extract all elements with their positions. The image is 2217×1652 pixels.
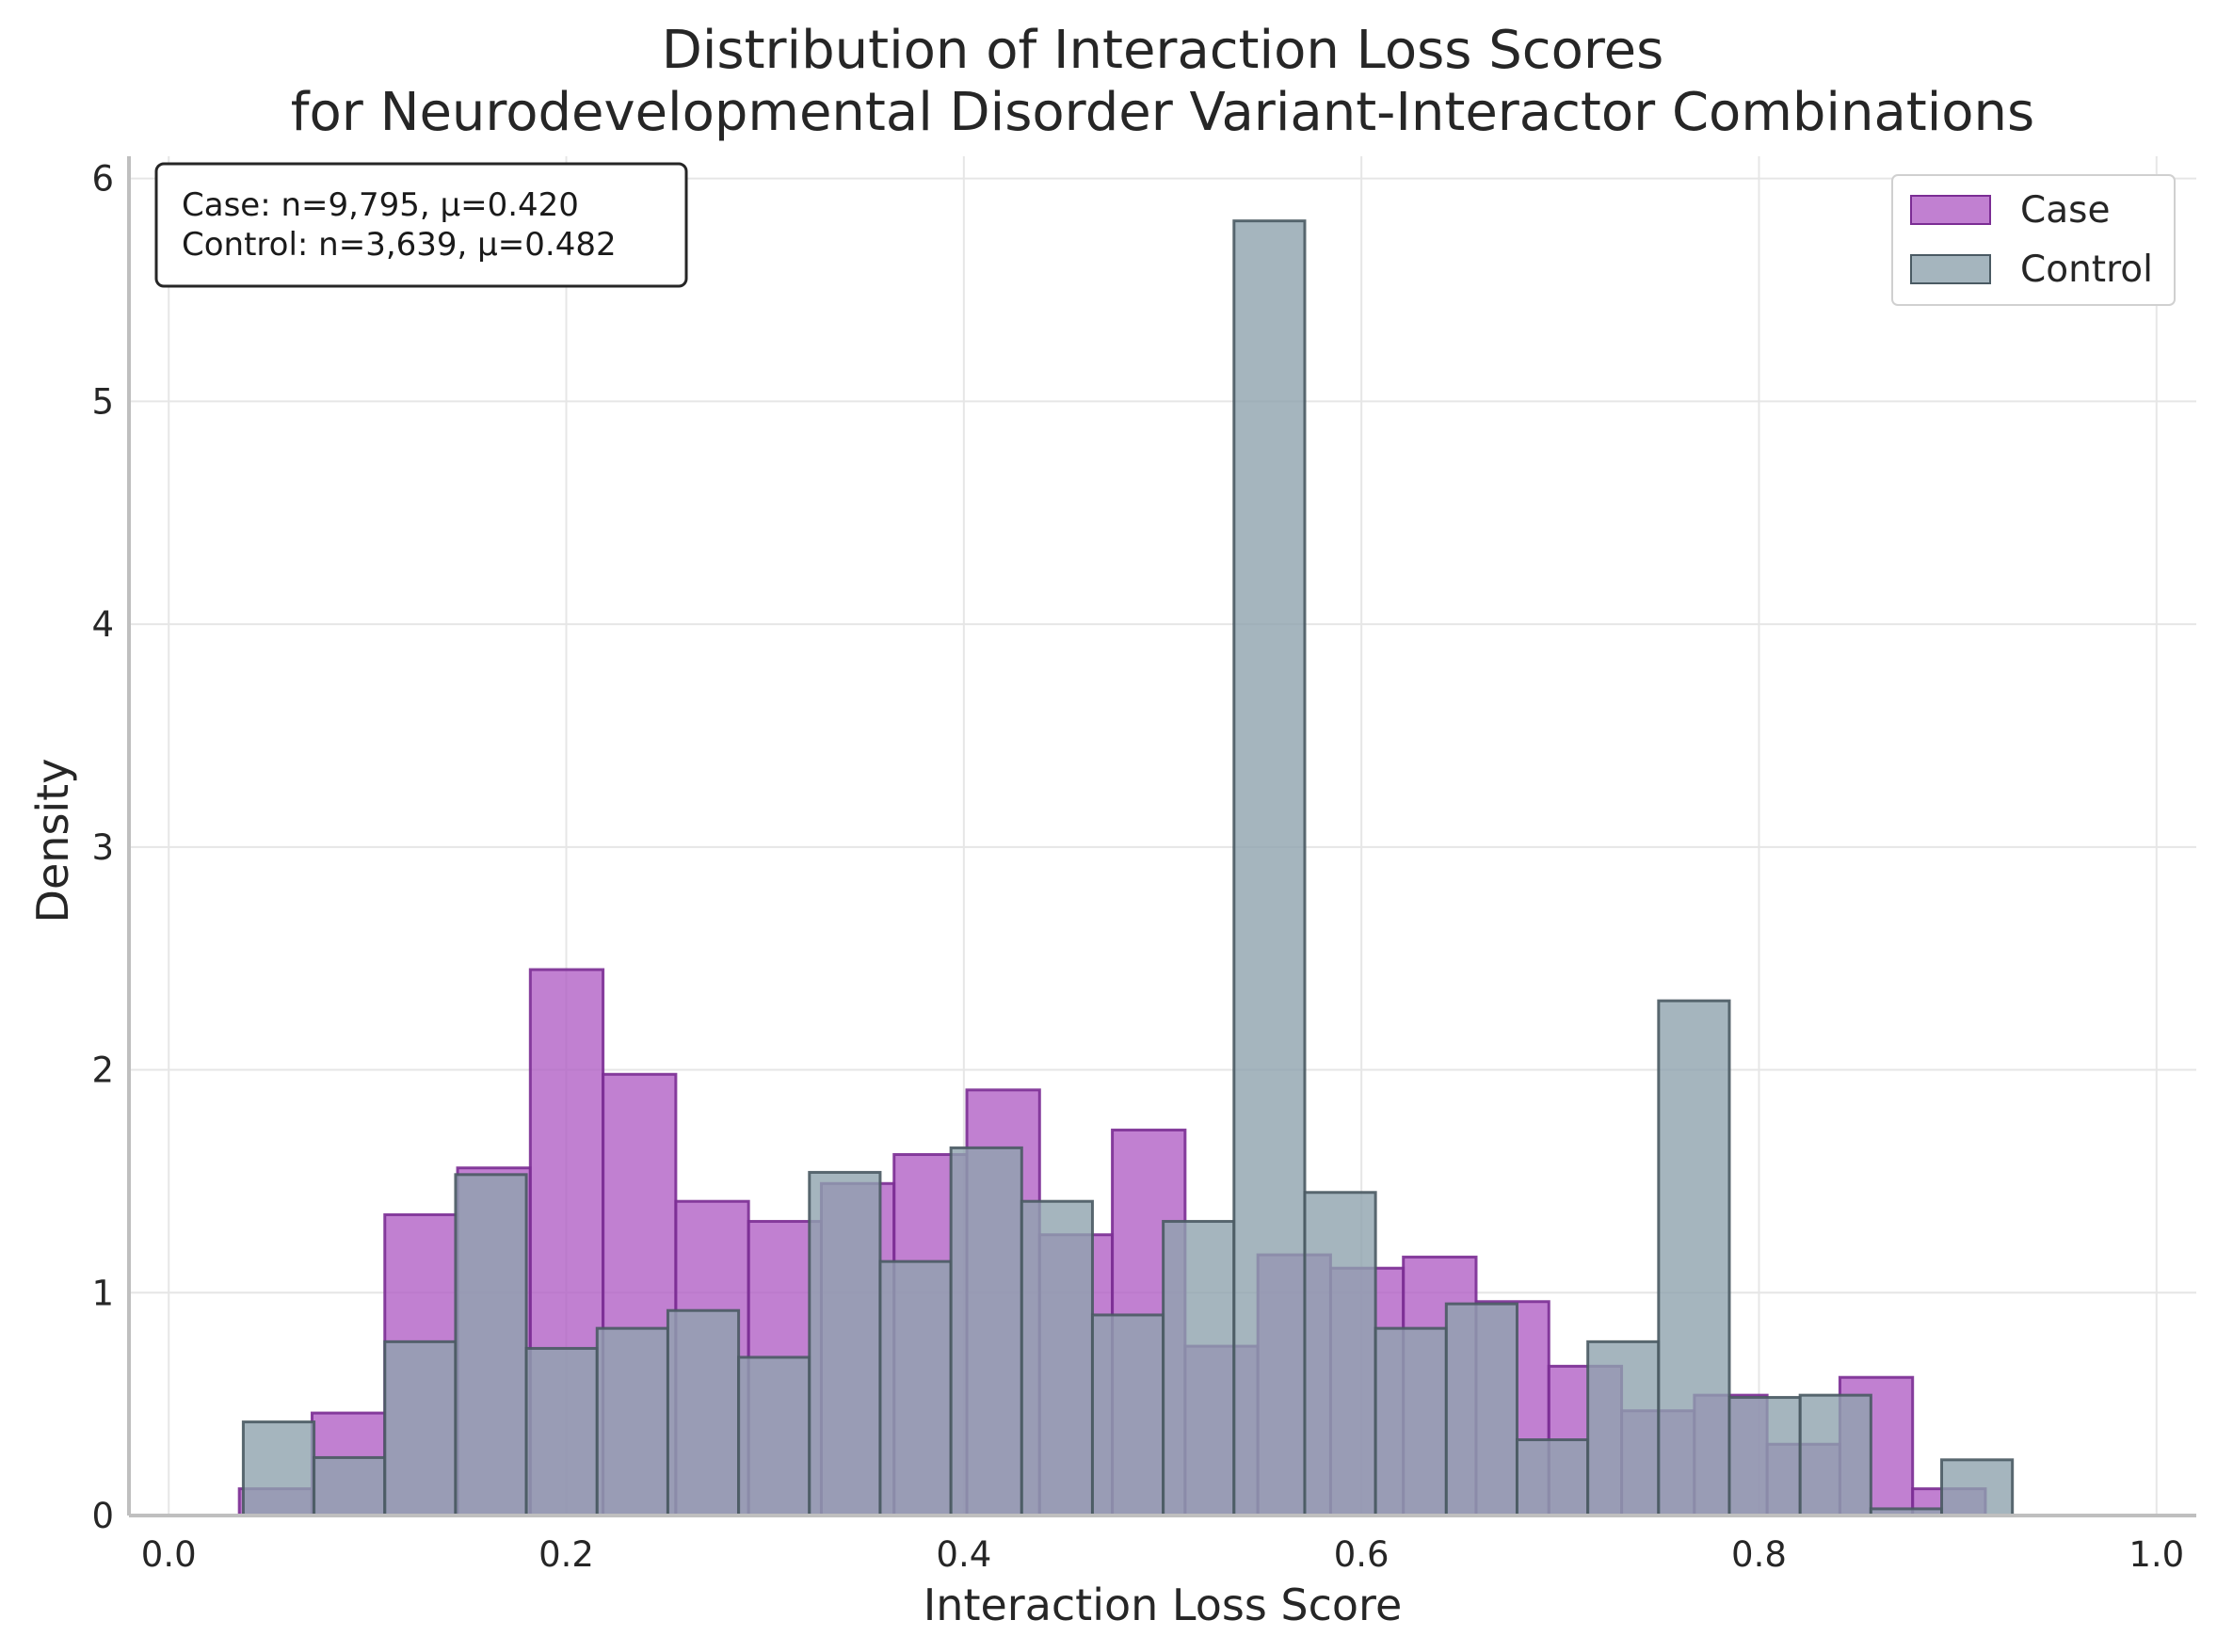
bar-control-7 — [737, 1355, 811, 1517]
tick-labels: 0.0 0.2 0.4 0.6 0.8 1.0 0 1 2 3 4 5 6 — [91, 159, 2184, 1575]
bar-control-24 — [1940, 1458, 2015, 1517]
bar-control-14 — [1232, 219, 1307, 1517]
y-tick-label-3: 3 — [91, 827, 114, 868]
x-tick-label-1: 0.2 — [538, 1534, 594, 1575]
y-tick-label-4: 4 — [91, 604, 114, 645]
y-tick-label-1: 1 — [91, 1273, 114, 1313]
bar-control-17 — [1444, 1302, 1518, 1517]
bar-control-6 — [666, 1308, 741, 1517]
bar-control-21 — [1727, 1396, 1802, 1517]
series-control — [241, 219, 2015, 1517]
bar-control-1 — [313, 1455, 387, 1517]
bar-control-12 — [1090, 1313, 1165, 1517]
axes — [127, 156, 2196, 1517]
legend-swatch-control — [1910, 254, 1991, 284]
bar-control-20 — [1657, 999, 1731, 1517]
bar-control-3 — [454, 1173, 528, 1517]
x-tick-label-5: 1.0 — [2129, 1534, 2184, 1575]
bar-control-11 — [1020, 1199, 1094, 1517]
bar-control-4 — [524, 1346, 599, 1517]
x-tick-label-2: 0.4 — [936, 1534, 991, 1575]
stats-box-frame — [154, 162, 688, 288]
bar-control-15 — [1303, 1191, 1377, 1517]
stats-line-control: Control: n=3,639, μ=0.482 — [182, 226, 617, 264]
legend: Case Control — [1891, 174, 2176, 306]
bar-control-18 — [1515, 1438, 1590, 1517]
y-tick-label-5: 5 — [91, 381, 114, 422]
bar-control-19 — [1586, 1339, 1661, 1517]
stats-line-case: Case: n=9,795, μ=0.420 — [182, 186, 579, 224]
bar-control-10 — [949, 1146, 1023, 1517]
bar-control-22 — [1798, 1393, 1872, 1517]
y-axis-label: Density — [27, 759, 78, 923]
chart-title-line-2: for Neurodevelopmental Disorder Variant-… — [291, 82, 2034, 143]
bar-control-13 — [1162, 1220, 1236, 1517]
bar-control-9 — [878, 1259, 953, 1517]
bar-control-5 — [595, 1326, 669, 1517]
bar-control-8 — [808, 1170, 882, 1517]
grid — [129, 156, 2196, 1516]
legend-label-case: Case — [2020, 189, 2110, 232]
chart-title-line-1: Distribution of Interaction Loss Scores — [662, 20, 1664, 81]
y-tick-label-0: 0 — [91, 1496, 114, 1536]
bar-control-2 — [383, 1339, 458, 1517]
legend-label-control: Control — [2020, 249, 2153, 291]
x-axis-label: Interaction Loss Score — [924, 1580, 1403, 1630]
x-tick-label-0: 0.0 — [141, 1534, 197, 1575]
stats-box: Case: n=9,795, μ=0.420 Control: n=3,639,… — [154, 162, 688, 288]
bar-control-0 — [241, 1420, 316, 1517]
x-tick-label-4: 0.8 — [1731, 1534, 1787, 1575]
bar-control-16 — [1374, 1326, 1448, 1517]
legend-swatch-case — [1910, 195, 1991, 225]
y-tick-label-6: 6 — [91, 159, 114, 200]
y-tick-label-2: 2 — [91, 1051, 114, 1091]
x-tick-label-3: 0.6 — [1334, 1534, 1390, 1575]
bars — [237, 219, 2015, 1517]
